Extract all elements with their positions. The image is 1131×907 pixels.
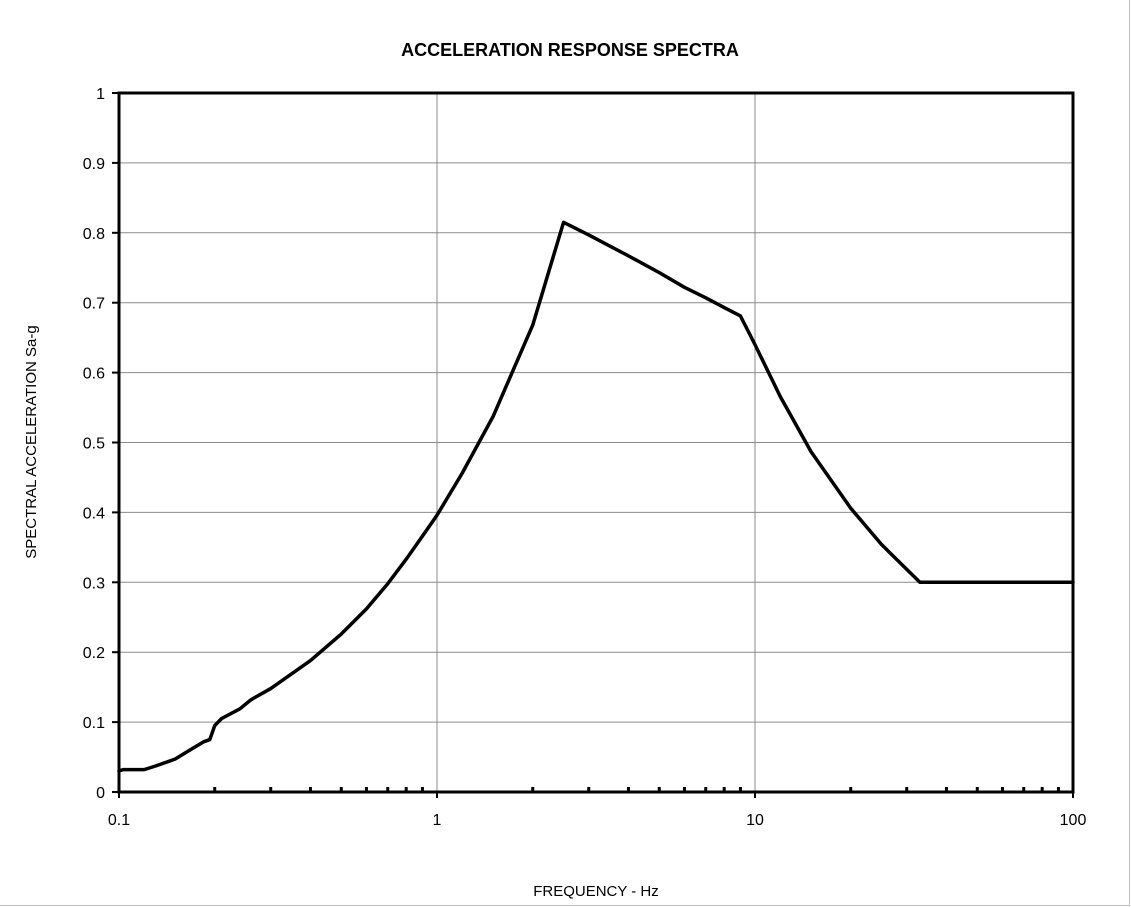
y-tick-label: 0.4 bbox=[83, 505, 105, 522]
y-tick-label: 0.9 bbox=[83, 156, 105, 173]
grid-lines bbox=[112, 92, 1074, 798]
x-tick-label: 10 bbox=[746, 812, 764, 829]
y-tick-label: 0.2 bbox=[83, 645, 105, 662]
y-tick-label: 1 bbox=[96, 86, 105, 103]
y-tick-label: 0 bbox=[96, 785, 105, 802]
y-tick-label: 0.1 bbox=[83, 715, 105, 732]
y-tick-label: 0.5 bbox=[83, 436, 105, 453]
x-tick-label: 100 bbox=[1060, 812, 1087, 829]
y-tick-label: 0.6 bbox=[83, 366, 105, 383]
y-tick-label: 0.7 bbox=[83, 296, 105, 313]
y-tick-label: 0.3 bbox=[83, 575, 105, 592]
y-tick-label: 0.8 bbox=[83, 226, 105, 243]
y-tick-labels: 0 0.1 0.2 0.3 0.4 0.5 0.6 0.7 0.8 0.9 1 bbox=[83, 86, 105, 802]
x-tick-labels: 0.1 1 10 100 bbox=[108, 812, 1087, 829]
plot-border bbox=[117, 91, 1075, 794]
y-axis-label: SPECTRAL ACCELERATION Sa-g bbox=[23, 325, 40, 558]
chart-title: ACCELERATION RESPONSE SPECTRA bbox=[401, 40, 739, 60]
x-tick-label: 0.1 bbox=[108, 812, 130, 829]
x-axis-label: FREQUENCY - Hz bbox=[533, 883, 659, 900]
spectrum-series-line bbox=[117, 220, 1075, 773]
x-tick-label: 1 bbox=[433, 812, 442, 829]
